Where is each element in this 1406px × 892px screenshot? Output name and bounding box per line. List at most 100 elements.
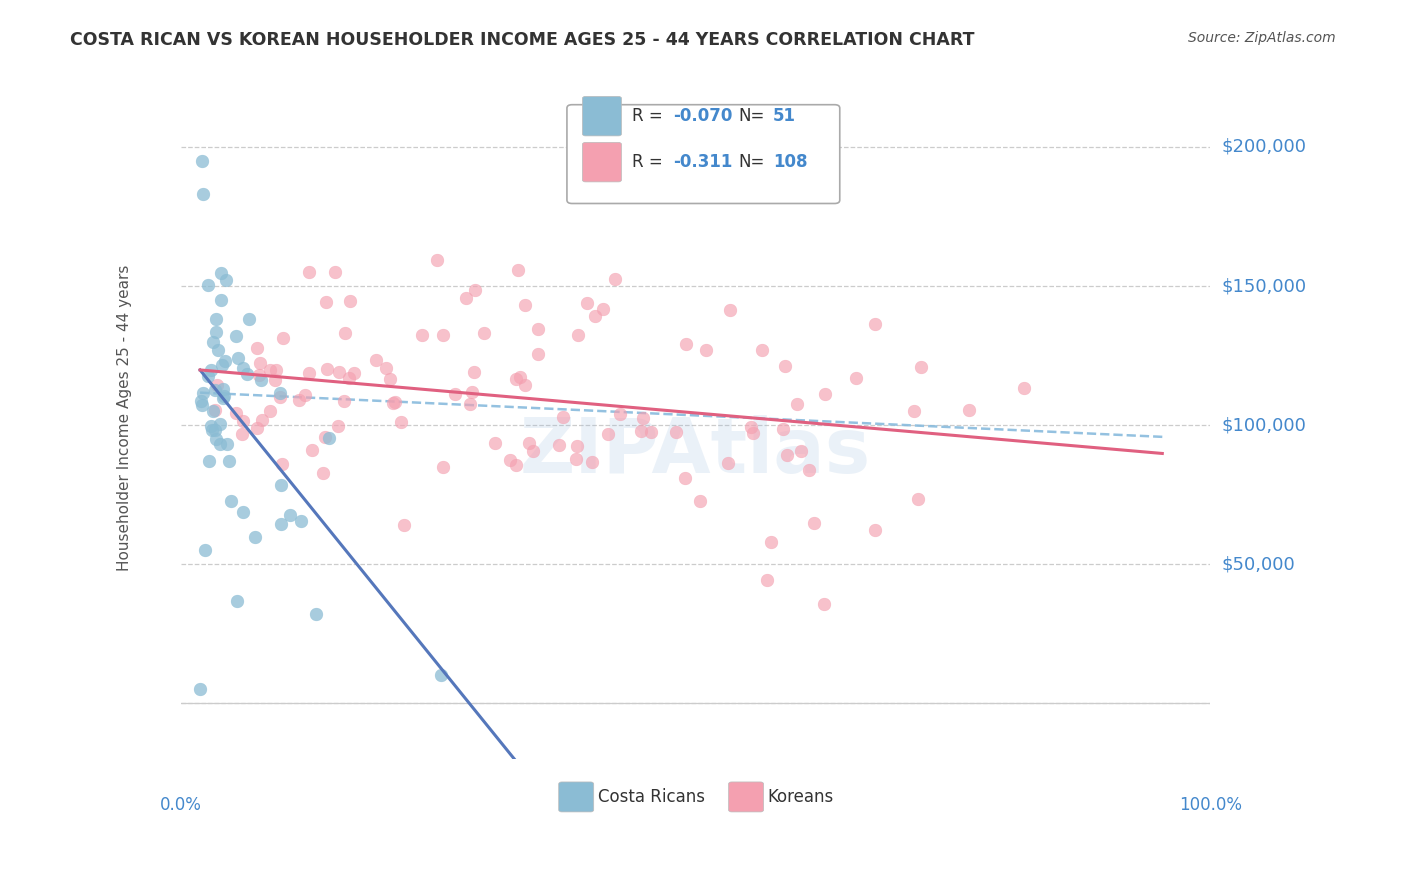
Point xyxy=(191,153,214,168)
Point xyxy=(228,351,250,365)
Point xyxy=(270,517,292,532)
Text: $100,000: $100,000 xyxy=(1222,416,1306,434)
Point xyxy=(215,437,238,451)
Text: N=: N= xyxy=(740,153,765,171)
Point xyxy=(381,395,404,409)
Point xyxy=(484,436,506,450)
Point xyxy=(271,331,294,345)
Point xyxy=(191,398,214,412)
Point xyxy=(337,371,360,385)
Point xyxy=(797,463,820,477)
Point xyxy=(250,373,273,387)
Text: $200,000: $200,000 xyxy=(1222,138,1306,156)
FancyBboxPatch shape xyxy=(728,782,763,812)
Point xyxy=(461,385,484,400)
Point xyxy=(444,387,467,401)
Point xyxy=(211,358,233,372)
Point xyxy=(717,456,740,470)
FancyBboxPatch shape xyxy=(582,96,621,136)
Point xyxy=(526,347,548,361)
Point xyxy=(592,302,614,317)
Point xyxy=(432,327,454,342)
Point xyxy=(429,668,451,682)
Point xyxy=(603,272,626,286)
Point xyxy=(499,452,522,467)
Point xyxy=(740,420,762,434)
Point xyxy=(865,523,887,537)
Point xyxy=(339,294,361,309)
Point xyxy=(311,466,333,480)
Point xyxy=(200,363,222,377)
Point xyxy=(278,508,301,522)
Point xyxy=(225,328,247,343)
Point xyxy=(411,327,433,342)
Point xyxy=(786,397,808,411)
Point xyxy=(803,516,825,530)
Point xyxy=(318,431,340,445)
Point xyxy=(695,343,717,357)
Point xyxy=(375,361,398,376)
Point xyxy=(472,326,495,340)
Point xyxy=(225,406,247,420)
Text: $150,000: $150,000 xyxy=(1222,277,1306,295)
Point xyxy=(209,293,232,307)
Point xyxy=(675,336,697,351)
Point xyxy=(567,328,589,343)
Point xyxy=(201,404,224,418)
FancyBboxPatch shape xyxy=(582,143,621,182)
Point xyxy=(863,318,886,332)
Point xyxy=(211,383,233,397)
Point xyxy=(219,493,242,508)
Point xyxy=(259,404,281,418)
Point xyxy=(315,362,337,376)
Point xyxy=(259,363,281,377)
Point xyxy=(751,343,773,358)
Point xyxy=(231,427,253,442)
Point xyxy=(389,415,412,429)
Point xyxy=(776,448,799,462)
Point xyxy=(565,451,588,466)
Point xyxy=(188,682,211,697)
Text: R =: R = xyxy=(631,107,662,125)
Point xyxy=(790,444,813,458)
Point xyxy=(907,492,929,507)
Point xyxy=(212,391,235,405)
Point xyxy=(232,505,254,519)
Point xyxy=(294,388,316,402)
Point xyxy=(204,325,226,339)
Point xyxy=(204,403,226,417)
Text: Householder Income Ages 25 - 44 years: Householder Income Ages 25 - 44 years xyxy=(117,265,132,571)
Point xyxy=(335,326,357,340)
Point xyxy=(505,458,527,473)
Text: N=: N= xyxy=(740,107,765,125)
Text: 100.0%: 100.0% xyxy=(1178,797,1241,814)
Text: Costa Ricans: Costa Ricans xyxy=(598,788,704,806)
Point xyxy=(432,459,454,474)
Point xyxy=(910,359,932,374)
Point xyxy=(209,437,232,451)
Point xyxy=(366,353,388,368)
Point xyxy=(513,298,536,312)
Text: -0.070: -0.070 xyxy=(673,107,733,125)
Point xyxy=(813,597,835,611)
Point xyxy=(517,435,540,450)
Point xyxy=(718,302,741,317)
Point xyxy=(903,404,925,418)
Point xyxy=(200,423,222,437)
Text: ZIPAtlas: ZIPAtlas xyxy=(520,415,872,489)
Text: Source: ZipAtlas.com: Source: ZipAtlas.com xyxy=(1188,31,1336,45)
Text: 51: 51 xyxy=(773,107,796,125)
Point xyxy=(553,409,575,424)
Point xyxy=(315,429,337,443)
Point xyxy=(288,393,311,408)
Point xyxy=(631,411,654,425)
Point xyxy=(271,457,294,471)
Point xyxy=(596,427,619,442)
Text: Koreans: Koreans xyxy=(768,788,834,806)
Point xyxy=(198,454,221,468)
Point xyxy=(214,354,236,368)
Point xyxy=(243,530,266,544)
Text: R =: R = xyxy=(631,153,662,171)
Point xyxy=(200,418,222,433)
Text: COSTA RICAN VS KOREAN HOUSEHOLDER INCOME AGES 25 - 44 YEARS CORRELATION CHART: COSTA RICAN VS KOREAN HOUSEHOLDER INCOME… xyxy=(70,31,974,49)
